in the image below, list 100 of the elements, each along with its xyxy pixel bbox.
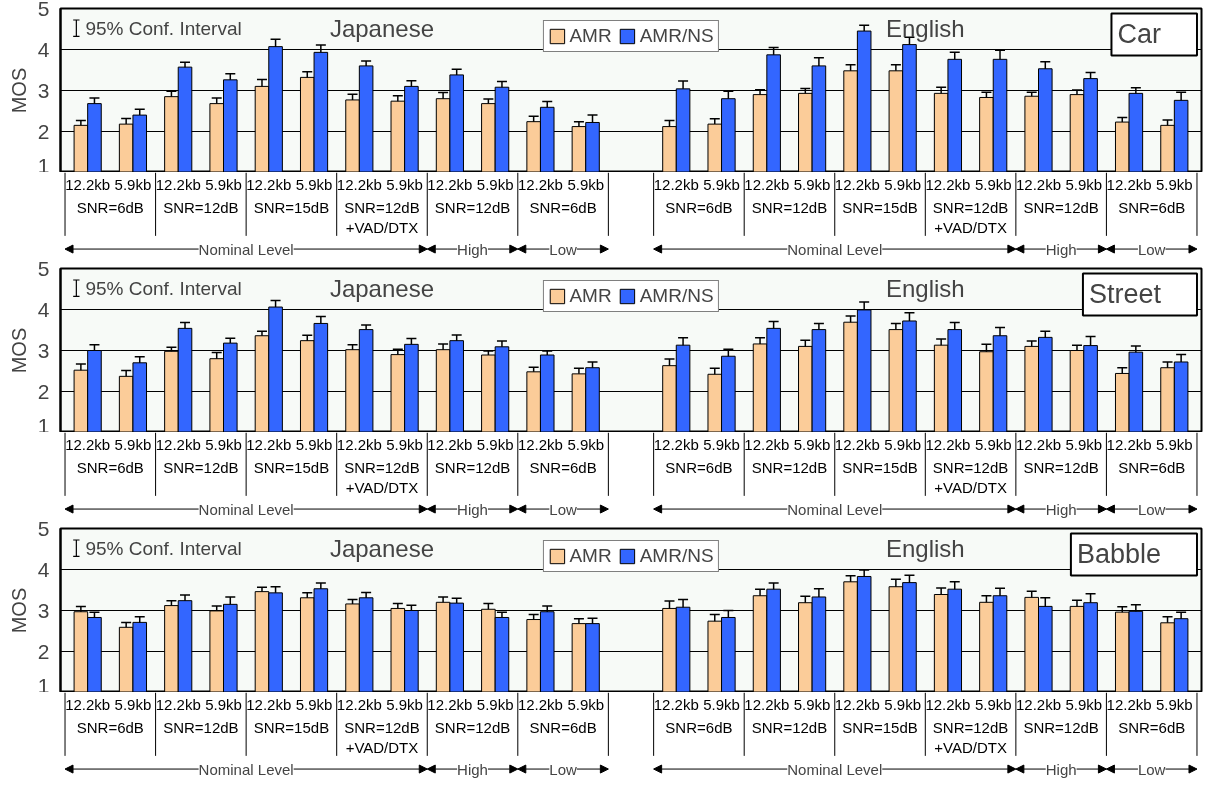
text: SNR=15dB [842, 198, 918, 216]
text: SNR=6dB [76, 198, 144, 216]
x-tick-label: 12.2kb [246, 436, 292, 454]
x-tick-label: 12.2kb [65, 696, 111, 714]
x-tick-label: 12.2kb [653, 436, 699, 454]
legend-label: AMR [569, 25, 612, 47]
x-tick-label: 12.2kb [517, 696, 563, 714]
x-tick-label: 12.2kb [744, 176, 790, 194]
text: SNR=12dB [751, 458, 828, 476]
text: SNR=15dB [842, 718, 918, 736]
text: High [457, 240, 488, 258]
text: SNR=12dB [163, 718, 239, 736]
x-tick-label: 5.9kb [703, 436, 740, 454]
annotation: 95% Conf. Interval [85, 277, 242, 299]
y-tick-label: 2 [37, 119, 50, 143]
x-tick-label: 5.9kb [205, 176, 242, 194]
x-tick-label: 5.9kb [974, 176, 1012, 194]
x-tick-label: 5.9kb [974, 436, 1012, 454]
x-tick-label: 12.2kb [925, 436, 971, 454]
annotation: 95% Conf. Interval [85, 537, 242, 559]
x-tick-label: 12.2kb [517, 436, 563, 454]
x-tick-label: 12.2kb [65, 176, 111, 194]
x-tick-label: 12.2kb [517, 176, 563, 194]
text: SNR=6dB [1118, 718, 1186, 736]
x-tick-label: 5.9kb [476, 176, 514, 194]
text: SNR=15dB [253, 718, 330, 736]
x-tick-label: 5.9kb [974, 696, 1012, 714]
text: SNR=12dB [751, 198, 828, 216]
text: SNR=12dB [434, 458, 511, 476]
x-tick-label: 12.2kb [653, 176, 699, 194]
text: Low [549, 500, 578, 518]
text: SNR=12dB [1023, 458, 1099, 476]
x-tick-label: 5.9kb [476, 436, 514, 454]
x-tick-label: 5.9kb [793, 696, 831, 714]
x-tick-label: 5.9kb [295, 436, 333, 454]
annotation: Japanese [329, 14, 435, 42]
legend-label: AMR/NS [639, 545, 714, 567]
x-tick-label: 5.9kb [205, 436, 242, 454]
text: SNR=12dB +VAD/DTX [932, 718, 1009, 757]
annotation: English [885, 14, 965, 42]
x-tick-label: 12.2kb [155, 176, 201, 194]
y-tick-label: 5 [37, 0, 50, 20]
y-tick-label: 4 [37, 297, 50, 321]
y-axis-title: MOS [7, 67, 30, 114]
legend-label: AMR/NS [639, 285, 714, 307]
x-tick-label: 5.9kb [567, 176, 605, 194]
text: SNR=12dB [434, 198, 511, 216]
text: Nominal Level [787, 500, 883, 518]
text: High [1045, 760, 1077, 778]
x-tick-label: 5.9kb [567, 436, 605, 454]
text: Nominal Level [198, 240, 294, 258]
x-tick-label: 12.2kb [1106, 176, 1152, 194]
text: SNR=12dB +VAD/DTX [932, 198, 1009, 237]
text: Nominal Level [198, 500, 294, 518]
annotation: Japanese [329, 274, 435, 302]
x-tick-label: 12.2kb [744, 436, 790, 454]
x-tick-label: 12.2kb [246, 696, 292, 714]
chart-title: Street [1088, 279, 1162, 310]
x-tick-label: 12.2kb [653, 696, 699, 714]
chart-title: Babble [1076, 539, 1161, 570]
text: SNR=12dB [163, 198, 239, 216]
text: High [1045, 240, 1077, 258]
legend-label: AMR [569, 545, 612, 567]
x-tick-label: 5.9kb [114, 696, 152, 714]
text: SNR=6dB [76, 458, 144, 476]
text: Nominal Level [198, 760, 294, 778]
text: Low [1137, 760, 1166, 778]
text: High [457, 760, 488, 778]
x-tick-label: 5.9kb [1155, 436, 1193, 454]
text: Nominal Level [787, 760, 883, 778]
text: SNR=6dB [529, 458, 597, 476]
text: SNR=6dB [1118, 198, 1186, 216]
x-tick-label: 12.2kb [925, 176, 971, 194]
y-axis-title: MOS [7, 587, 30, 634]
x-tick-label: 12.2kb [336, 696, 382, 714]
text: SNR=12dB +VAD/DTX [344, 198, 420, 237]
y-tick-label: 1 [37, 413, 50, 437]
x-tick-label: 5.9kb [884, 176, 922, 194]
x-tick-label: 12.2kb [834, 696, 880, 714]
x-tick-label: 12.2kb [336, 176, 382, 194]
x-tick-label: 12.2kb [1015, 696, 1062, 714]
text: SNR=12dB +VAD/DTX [344, 718, 420, 757]
x-tick-label: 5.9kb [703, 176, 740, 194]
y-tick-label: 3 [37, 338, 50, 362]
x-tick-label: 5.9kb [386, 436, 423, 454]
x-tick-label: 12.2kb [427, 176, 473, 194]
x-tick-label: 5.9kb [1065, 176, 1103, 194]
y-tick-label: 3 [37, 78, 50, 102]
x-tick-label: 12.2kb [744, 696, 790, 714]
text: SNR=12dB [751, 718, 828, 736]
text: SNR=15dB [253, 198, 330, 216]
text: SNR=6dB [1118, 458, 1186, 476]
x-tick-label: 5.9kb [793, 176, 831, 194]
legend-label: AMR [569, 285, 612, 307]
x-tick-label: 5.9kb [1155, 176, 1193, 194]
y-tick-label: 4 [37, 37, 50, 61]
text: SNR=6dB [665, 198, 733, 216]
text: SNR=6dB [529, 198, 597, 216]
x-tick-label: 12.2kb [427, 436, 473, 454]
annotation: 95% Conf. Interval [85, 17, 242, 39]
